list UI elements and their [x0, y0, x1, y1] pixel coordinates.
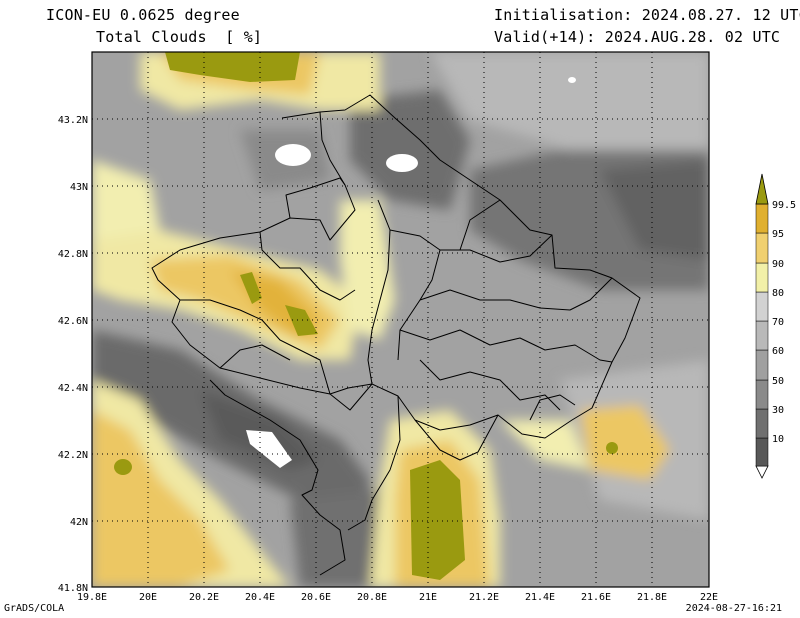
colorbar-bottom-arrow — [755, 465, 769, 479]
graticule — [92, 52, 709, 587]
lat-tick-label: 42.2N — [58, 450, 88, 461]
colorbar-level-label: 70 — [772, 317, 784, 328]
boundaries — [151, 94, 641, 576]
lat-tick-label: 42.6N — [58, 316, 88, 327]
lat-tick-label: 42.8N — [58, 249, 88, 260]
lat-tick-label: 42.4N — [58, 383, 88, 394]
colorbar-level-label: 80 — [772, 288, 784, 299]
colorbar-level-label: 90 — [772, 259, 784, 270]
lon-tick-label: 20.2E — [189, 592, 219, 603]
colorbar-level-label: 60 — [772, 346, 784, 357]
lat-tick-label: 41.8N — [58, 583, 88, 594]
lon-tick-label: 20E — [139, 592, 157, 603]
colorbar-level-label: 30 — [772, 405, 784, 416]
lon-tick-label: 21.6E — [581, 592, 611, 603]
lon-tick-label: 21.2E — [469, 592, 499, 603]
field-title: Total Clouds [ %] — [96, 28, 263, 46]
colorbar-level-label: 99.5 — [772, 200, 796, 211]
latitude-labels: 41.8N 42N 42.2N 42.4N 42.6N 42.8N 43N 43.2N — [58, 115, 88, 594]
cloud-field — [92, 52, 709, 587]
lon-tick-label: 22E — [700, 592, 718, 603]
colorbar — [755, 173, 769, 479]
colorbar-top-arrow — [755, 173, 769, 205]
colorbar-level-label: 95 — [772, 229, 784, 240]
initialisation-time: Initialisation: 2024.08.27. 12 UTC — [494, 6, 800, 24]
colorbar-labels: 10 30 50 60 70 80 90 95 99.5 — [772, 200, 796, 445]
software-credit: GrADS/COLA — [4, 603, 65, 614]
lon-tick-label: 21.8E — [637, 592, 667, 603]
lon-tick-label: 19.8E — [77, 592, 107, 603]
render-timestamp: 2024-08-27-16:21 — [685, 603, 782, 614]
valid-time: Valid(+14): 2024.AUG.28. 02 UTC — [494, 28, 781, 46]
colorbar-level-label: 10 — [772, 434, 784, 445]
lon-tick-label: 21E — [419, 592, 437, 603]
lon-tick-label: 20.4E — [245, 592, 275, 603]
lon-tick-label: 20.8E — [357, 592, 387, 603]
longitude-labels: 19.8E 20E 20.2E 20.4E 20.6E 20.8E 21E 21.2E 21.4… — [77, 592, 718, 603]
lon-tick-label: 21.4E — [525, 592, 555, 603]
lon-tick-label: 20.6E — [301, 592, 331, 603]
model-title: ICON-EU 0.0625 degree — [46, 6, 240, 24]
map-frame — [91, 51, 710, 588]
colorbar-level-label: 50 — [772, 376, 784, 387]
lat-tick-label: 43.2N — [58, 115, 88, 126]
lat-tick-label: 42N — [70, 517, 88, 528]
lat-tick-label: 43N — [70, 182, 88, 193]
